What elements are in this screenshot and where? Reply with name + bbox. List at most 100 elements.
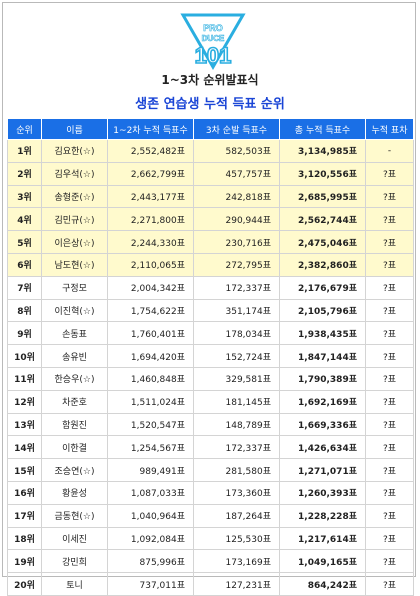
total-votes-cell: 1,217,614표 — [279, 526, 366, 551]
trainee-name: 남도현(☆) — [41, 252, 108, 277]
trainee-name: 금동현(☆) — [41, 503, 108, 528]
rank-cell: 1위 — [7, 139, 42, 163]
votes-1-2-cell: 2,552,482표 — [107, 139, 194, 163]
votes-3-cell: 230,716표 — [193, 230, 280, 254]
table-row: 9위 손동표 1,760,401표 178,034표 1,938,435표 ?표 — [7, 321, 414, 346]
rank-cell: 7위 — [7, 275, 42, 300]
vote-gap-cell: ?표 — [365, 435, 414, 460]
votes-1-2-cell: 1,040,964표 — [107, 503, 194, 528]
vote-gap-cell: ?표 — [365, 230, 414, 254]
trainee-name: 차준호 — [41, 389, 108, 414]
rank-cell: 11위 — [7, 366, 42, 391]
votes-3-cell: 178,034표 — [193, 321, 280, 346]
vote-gap-cell: ?표 — [365, 321, 414, 346]
rank-cell: 8위 — [7, 298, 42, 323]
rank-cell: 14위 — [7, 435, 42, 460]
total-votes-cell: 1,228,228표 — [279, 503, 366, 528]
table-row: 19위 강민희 875,996표 173,169표 1,049,165표 ?표 — [7, 549, 414, 574]
vote-gap-cell: ?표 — [365, 161, 414, 186]
trainee-name: 김요한(☆) — [41, 139, 108, 163]
logo-number: 101 — [195, 43, 232, 68]
total-votes-cell: 1,271,071표 — [279, 458, 366, 482]
votes-1-2-cell: 1,092,084표 — [107, 526, 194, 551]
table-row: 10위 송유빈 1,694,420표 152,724표 1,847,144표 ?표 — [7, 344, 414, 368]
votes-1-2-cell: 1,754,622표 — [107, 298, 194, 323]
vote-gap-cell: ?표 — [365, 526, 414, 551]
rank-cell: 17위 — [7, 503, 42, 528]
rank-cell: 9위 — [7, 321, 42, 346]
votes-3-cell: 148,789표 — [193, 412, 280, 437]
page-subtitle: 생존 연습생 누적 득표 순위 — [135, 97, 285, 112]
votes-1-2-cell: 2,110,065표 — [107, 252, 194, 277]
total-votes-cell: 2,176,679표 — [279, 275, 366, 300]
logo-line2: DUCE — [202, 34, 225, 43]
votes-3-cell: 127,231표 — [193, 572, 280, 596]
total-votes-cell: 2,685,995표 — [279, 184, 366, 209]
votes-3-cell: 242,818표 — [193, 184, 280, 209]
votes-1-2-cell: 1,511,024표 — [107, 389, 194, 414]
votes-3-cell: 173,169표 — [193, 549, 280, 574]
table-header-row: 순위 이름 1~2차 누적 득표수 3차 순발 득표수 총 누적 득표수 누적 … — [7, 118, 414, 140]
votes-1-2-cell: 1,087,033표 — [107, 480, 194, 505]
votes-1-2-cell: 1,760,401표 — [107, 321, 194, 346]
vote-gap-cell: - — [365, 139, 414, 163]
rank-cell: 2위 — [7, 161, 42, 186]
table-row: 1위 김요한(☆) 2,552,482표 582,503표 3,134,985표 - — [7, 139, 414, 163]
rank-cell: 12위 — [7, 389, 42, 414]
vote-gap-cell: ?표 — [365, 275, 414, 300]
vote-gap-cell: ?표 — [365, 458, 414, 482]
table-row: 4위 김민규(☆) 2,271,800표 290,944표 2,562,744표 ?표 — [7, 207, 414, 232]
rank-cell: 20위 — [7, 572, 42, 596]
header-votes-3: 3차 순발 득표수 — [193, 118, 280, 140]
votes-1-2-cell: 2,244,330표 — [107, 230, 194, 254]
votes-3-cell: 290,944표 — [193, 207, 280, 232]
total-votes-cell: 2,105,796표 — [279, 298, 366, 323]
table-row: 13위 함원진 1,520,547표 148,789표 1,669,336표 ?표 — [7, 412, 414, 437]
trainee-name: 구정모 — [41, 275, 108, 300]
header-rank: 순위 — [7, 118, 42, 140]
trainee-name: 송유빈 — [41, 344, 108, 368]
logo-line1: PRO — [203, 23, 223, 33]
trainee-name: 손동표 — [41, 321, 108, 346]
table-row: 5위 이은상(☆) 2,244,330표 230,716표 2,475,046표 ?표 — [7, 230, 414, 254]
trainee-name: 이세진 — [41, 526, 108, 551]
vote-gap-cell: ?표 — [365, 184, 414, 209]
total-votes-cell: 3,120,556표 — [279, 161, 366, 186]
total-votes-cell: 1,669,336표 — [279, 412, 366, 437]
header-vote-gap: 누적 표차 — [365, 118, 414, 140]
rank-cell: 3위 — [7, 184, 42, 209]
vote-gap-cell: ?표 — [365, 344, 414, 368]
total-votes-cell: 2,382,860표 — [279, 252, 366, 277]
trainee-name: 이은상(☆) — [41, 230, 108, 254]
table-row: 18위 이세진 1,092,084표 125,530표 1,217,614표 ?표 — [7, 526, 414, 551]
votes-1-2-cell: 737,011표 — [107, 572, 194, 596]
total-votes-cell: 1,790,389표 — [279, 366, 366, 391]
rank-cell: 6위 — [7, 252, 42, 277]
total-votes-cell: 1,260,393표 — [279, 480, 366, 505]
votes-3-cell: 351,174표 — [193, 298, 280, 323]
votes-1-2-cell: 2,662,799표 — [107, 161, 194, 186]
table-row: 6위 남도현(☆) 2,110,065표 272,795표 2,382,860표 ?표 — [7, 252, 414, 277]
total-votes-cell: 1,049,165표 — [279, 549, 366, 574]
rank-cell: 18위 — [7, 526, 42, 551]
votes-3-cell: 582,503표 — [193, 139, 280, 163]
votes-1-2-cell: 1,520,547표 — [107, 412, 194, 437]
vote-gap-cell: ?표 — [365, 252, 414, 277]
votes-3-cell: 172,337표 — [193, 275, 280, 300]
votes-3-cell: 172,337표 — [193, 435, 280, 460]
votes-1-2-cell: 1,254,567표 — [107, 435, 194, 460]
table-row: 8위 이진혁(☆) 1,754,622표 351,174표 2,105,796표 ?표 — [7, 298, 414, 323]
total-votes-cell: 2,475,046표 — [279, 230, 366, 254]
votes-1-2-cell: 2,271,800표 — [107, 207, 194, 232]
vote-gap-cell: ?표 — [365, 389, 414, 414]
ranking-table-body: 1위 김요한(☆) 2,552,482표 582,503표 3,134,985표 -2위 김… — [7, 139, 414, 596]
rank-cell: 19위 — [7, 549, 42, 574]
header-total-votes: 총 누적 득표수 — [279, 118, 366, 140]
votes-3-cell: 272,795표 — [193, 252, 280, 277]
total-votes-cell: 1,426,634표 — [279, 435, 366, 460]
total-votes-cell: 2,562,744표 — [279, 207, 366, 232]
header-name: 이름 — [41, 118, 108, 140]
rank-cell: 15위 — [7, 458, 42, 482]
table-row: 2위 김우석(☆) 2,662,799표 457,757표 3,120,556표 ?표 — [7, 161, 414, 186]
